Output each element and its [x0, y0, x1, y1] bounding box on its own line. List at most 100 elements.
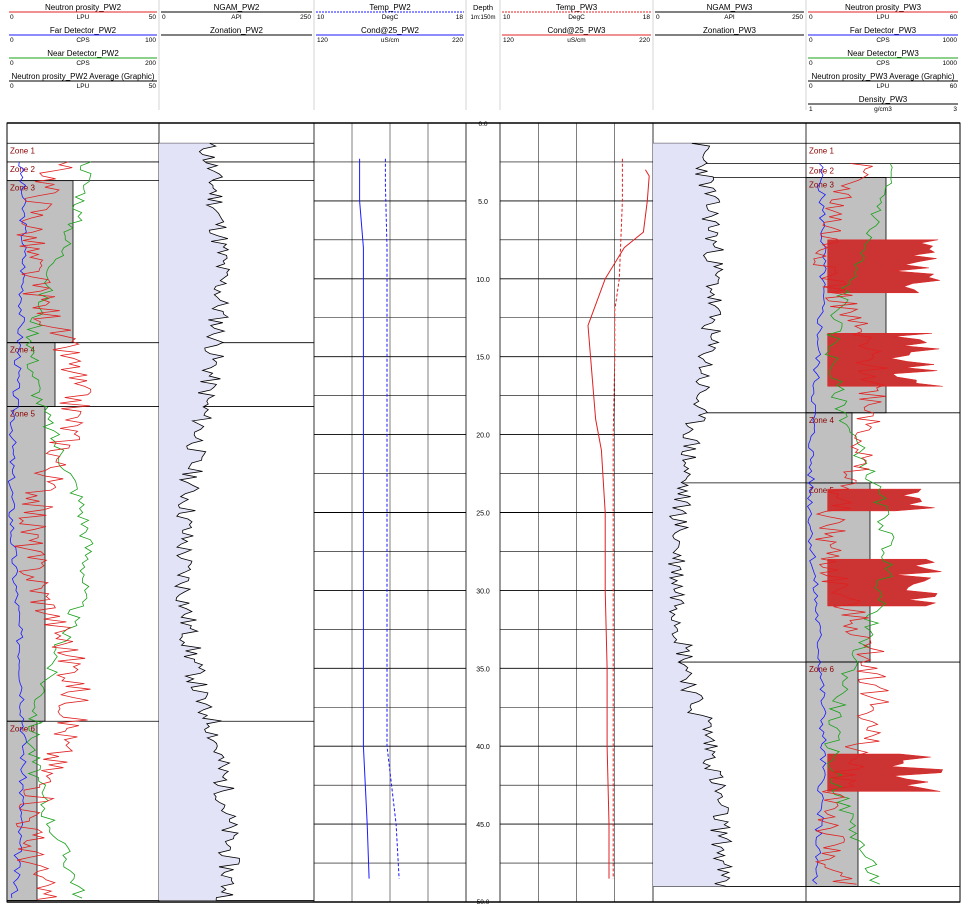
depth-tick-label: 30.0 [476, 588, 490, 595]
header-curve-name: Near Detector_PW3 [847, 49, 919, 58]
header-curve-min: 1 [809, 106, 813, 113]
track-header-pw3-neutron: Neutron prosity_PW3 LPU 0 60 Far Detector_PW… [808, 3, 958, 113]
header-curve-max: 60 [950, 14, 958, 21]
ngam-curve [668, 142, 734, 887]
header-curve-name: Density_PW3 [859, 95, 908, 104]
header-curve-unit: API [231, 14, 242, 21]
header-curve-min: 120 [317, 37, 328, 44]
header-curve-unit: CPS [76, 60, 90, 67]
track-headers: Neutron prosity_PW2 LPU 0 50 Far Detector_PW… [9, 0, 958, 113]
ngam-fill [159, 143, 240, 901]
header-curve-unit: CPS [76, 37, 90, 44]
header-curve-min: 0 [162, 14, 166, 21]
header-curve-min: 10 [503, 14, 511, 21]
track-neutron-pw3: Zone 1 Zone 2 Zone 3 Zone 4 Zone 5 Zone 6 [805, 142, 960, 887]
header-curve-name: Cond@25_PW2 [361, 26, 419, 35]
header-curve-name: Zonation_PW2 [210, 26, 263, 35]
header-curve-name: NGAM_PW3 [707, 3, 753, 12]
header-curve-max: 100 [145, 37, 156, 44]
depth-tick-label: 10.0 [476, 277, 490, 284]
zone-label: Zone 3 [809, 181, 834, 190]
grid-temp-pw3 [500, 123, 653, 902]
header-curve-max: 1000 [943, 37, 958, 44]
header-curve-min: 0 [809, 83, 813, 90]
header-curve-max: 3 [953, 106, 957, 113]
temp-pw2-curve [359, 158, 370, 879]
header-curve-max: 50 [149, 83, 157, 90]
header-curve-name: Far Detector_PW3 [850, 26, 917, 35]
track-header-pw2-ngam: NGAM_PW2 API 0 250 Zonation_PW2 [161, 3, 312, 36]
track-temp-pw2 [359, 158, 400, 879]
depth-tick-label: 20.0 [476, 433, 490, 440]
header-curve-min: 0 [10, 60, 14, 67]
depth-tick-label: 15.0 [476, 355, 490, 362]
header-curve-name: Neutron prosity_PW2 Average (Graphic) [11, 72, 154, 81]
near-detector-curve [824, 163, 895, 885]
depth-tick-label: 0.0 [478, 121, 487, 128]
header-curve-max: 1000 [943, 60, 958, 67]
header-curve-max: 18 [643, 14, 651, 21]
far-detector-curve [806, 163, 827, 885]
cond-pw3-curve [612, 158, 623, 879]
zone-label: Zone 2 [809, 167, 834, 176]
header-curve-max: 250 [300, 14, 311, 21]
header-curve-unit: LPU [877, 14, 890, 21]
header-curve-unit: uS/cm [567, 37, 585, 44]
header-curve-unit: LPU [77, 14, 90, 21]
header-curve-max: 50 [149, 14, 157, 21]
zone-average-bar [6, 342, 56, 407]
header-curve-min: 0 [809, 37, 813, 44]
header-curve-unit: API [724, 14, 735, 21]
header-curve-unit: DegC [382, 14, 399, 21]
zone-label: Zone 5 [10, 410, 35, 419]
header-curve-max: 220 [452, 37, 463, 44]
track-header-pw3-temp: Temp_PW3 DegC 10 18 Cond@25_PW3 uS/cm 120 220 [502, 3, 651, 44]
header-curve-unit: g/cm3 [874, 106, 892, 113]
header-curve-name: Cond@25_PW3 [548, 26, 606, 35]
cond-pw2-curve [384, 158, 400, 879]
grid-temp-pw2 [314, 123, 466, 902]
header-curve-name: Neutron prosity_PW3 [845, 3, 922, 12]
neutron-fill [827, 239, 940, 294]
temp-pw3-curve [587, 169, 650, 879]
depth-tick-label: 25.0 [476, 511, 490, 518]
depth-header-scale: 1m:150m [470, 15, 495, 21]
near-detector-curve [25, 161, 94, 899]
header-curve-name: Temp_PW2 [369, 3, 411, 12]
track-header-depth: Depth 1m:150m [470, 3, 495, 21]
zone-label: Zone 5 [809, 486, 834, 495]
zone-label: Zone 1 [10, 146, 35, 155]
header-curve-max: 18 [456, 14, 464, 21]
neutron-porosity-curve [812, 163, 889, 885]
header-curve-unit: CPS [876, 60, 890, 67]
depth-tick-label: 5.0 [478, 199, 488, 206]
header-curve-min: 0 [809, 14, 813, 21]
header-curve-name: Zonation_PW3 [703, 26, 756, 35]
header-curve-name: Near Detector_PW2 [47, 49, 119, 58]
header-curve-min: 0 [809, 60, 813, 67]
track-temp-pw3 [587, 158, 650, 879]
header-curve-max: 200 [145, 60, 156, 67]
ngam-curve [173, 142, 240, 901]
header-curve-unit: uS/cm [381, 37, 399, 44]
header-curve-name: Neutron prosity_PW3 Average (Graphic) [811, 72, 954, 81]
ngam-fill [653, 143, 732, 887]
far-detector-curve [7, 161, 28, 899]
header-curve-min: 120 [503, 37, 514, 44]
header-curve-name: Neutron prosity_PW2 [45, 3, 122, 12]
header-curve-min: 0 [10, 14, 14, 21]
zone-average-bar [6, 720, 38, 901]
zone-label: Zone 6 [809, 665, 834, 674]
header-curve-unit: DegC [568, 14, 585, 21]
header-curve-min: 0 [656, 14, 660, 21]
track-header-pw3-ngam: NGAM_PW3 API 0 250 Zonation_PW3 [655, 3, 804, 36]
header-curve-name: Far Detector_PW2 [50, 26, 117, 35]
log-tracks: 0.0 5.0 10.0 15.0 20.0 25.0 30.0 35.0 40.0 45.0 50… [6, 121, 961, 906]
header-curve-min: 0 [10, 37, 14, 44]
zone-label: Zone 6 [10, 724, 35, 733]
header-curve-name: NGAM_PW2 [214, 3, 260, 12]
